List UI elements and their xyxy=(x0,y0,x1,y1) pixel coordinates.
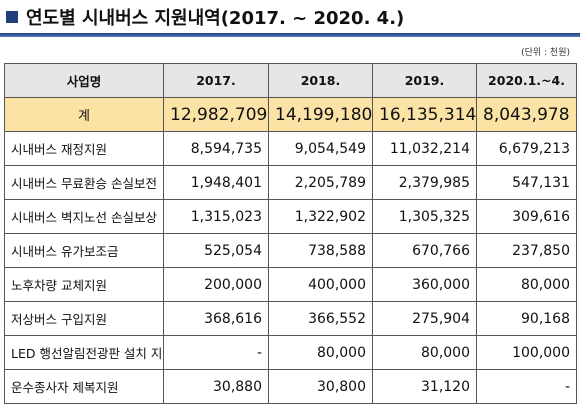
data-row: 시내버스 재정지원 8,594,735 9,054,549 11,032,214 6,6… xyxy=(4,131,577,166)
header-row: 사업명 2017. 2018. 2019. 2020.1.~4. xyxy=(4,63,577,98)
amount-cell: 1,948,401 xyxy=(163,165,269,200)
amount-cell: 8,594,735 xyxy=(163,131,269,166)
bullet xyxy=(6,11,18,23)
amount-cell: 31,120 xyxy=(372,369,477,404)
amount-cell: - xyxy=(163,335,269,370)
item-name: LED 행선알림전광판 설치 지원 xyxy=(4,335,164,370)
column-header: 2020.1.~4. xyxy=(476,63,577,98)
item-name: 저상버스 구입지원 xyxy=(4,301,164,336)
amount-cell: 1,315,023 xyxy=(163,199,269,234)
amount-cell: - xyxy=(476,369,577,404)
item-name: 시내버스 유가보조금 xyxy=(4,233,164,268)
amount-cell: 6,679,213 xyxy=(476,131,577,166)
data-row: 노후차량 교체지원 200,000 400,000 360,000 80,000 xyxy=(4,267,577,302)
amount-cell: 368,616 xyxy=(163,301,269,336)
amount-cell: 11,032,214 xyxy=(372,131,477,166)
total-cell: 8,043,978 xyxy=(476,97,577,132)
total-cell: 14,199,180 xyxy=(268,97,373,132)
amount-cell: 738,588 xyxy=(268,233,373,268)
amount-cell: 309,616 xyxy=(476,199,577,234)
amount-cell: 200,000 xyxy=(163,267,269,302)
data-row: 운수종사자 제복지원 30,880 30,800 31,120- xyxy=(4,369,577,404)
total-cell: 12,982,709 xyxy=(163,97,269,132)
amount-cell: 90,168 xyxy=(476,301,577,336)
item-name: 노후차량 교체지원 xyxy=(4,267,164,302)
amount-cell: 30,800 xyxy=(268,369,373,404)
amount-cell: 525,054 xyxy=(163,233,269,268)
data-row: 시내버스 유가보조금 525,054 738,588 670,766 237,850 xyxy=(4,233,577,268)
amount-cell: 2,379,985 xyxy=(372,165,477,200)
amount-cell: 30,880 xyxy=(163,369,269,404)
amount-cell: 547,131 xyxy=(476,165,577,200)
amount-cell: 400,000 xyxy=(268,267,373,302)
unit-note: (단위 : 천원) xyxy=(521,48,570,58)
amount-cell: 275,904 xyxy=(372,301,477,336)
item-name: 시내버스 벽지노선 손실보상 xyxy=(4,199,164,234)
total-cell: 계 xyxy=(4,97,164,132)
column-header: 2019. xyxy=(372,63,477,98)
item-name: 운수종사자 제복지원 xyxy=(4,369,164,404)
item-name: 시내버스 재정지원 xyxy=(4,131,164,166)
amount-cell: 237,850 xyxy=(476,233,577,268)
amount-cell: 1,305,325 xyxy=(372,199,477,234)
amount-cell: 366,552 xyxy=(268,301,373,336)
data-row: LED 행선알림전광판 설치 지원 -80,000 80,000 100,000 xyxy=(4,335,577,370)
amount-cell: 80,000 xyxy=(372,335,477,370)
amount-cell: 80,000 xyxy=(476,267,577,302)
column-header: 2017. xyxy=(163,63,269,98)
column-header: 사업명 xyxy=(4,63,164,98)
amount-cell: 2,205,789 xyxy=(268,165,373,200)
title-rule xyxy=(0,33,580,37)
data-row: 시내버스 벽지노선 손실보상 1,315,023 1,322,902 1,305,32… xyxy=(4,199,577,234)
total-cell: 16,135,314 xyxy=(372,97,477,132)
amount-cell: 80,000 xyxy=(268,335,373,370)
title-text: 연도별 시내버스 지원내역(2017. ~ 2020. 4.) xyxy=(26,8,405,29)
item-name: 시내버스 무료환승 손실보전 xyxy=(4,165,164,200)
amount-cell: 1,322,902 xyxy=(268,199,373,234)
column-header: 2018. xyxy=(268,63,373,98)
amount-cell: 100,000 xyxy=(476,335,577,370)
support-table: 사업명 2017. 2018. 2019. 2020.1.~4. 계 12,982,709 1… xyxy=(4,63,577,404)
amount-cell: 360,000 xyxy=(372,267,477,302)
amount-cell: 9,054,549 xyxy=(268,131,373,166)
data-row: 저상버스 구입지원 368,616 366,552 275,904 90,168 xyxy=(4,301,577,336)
amount-cell: 670,766 xyxy=(372,233,477,268)
data-row: 시내버스 무료환승 손실보전 1,948,401 2,205,789 2,379,98… xyxy=(4,165,577,200)
total-row: 계 12,982,709 14,199,180 16,135,314 8,043,978 xyxy=(4,97,577,132)
title: 연도별 시내버스 지원내역(2017. ~ 2020. 4.) xyxy=(6,4,404,30)
